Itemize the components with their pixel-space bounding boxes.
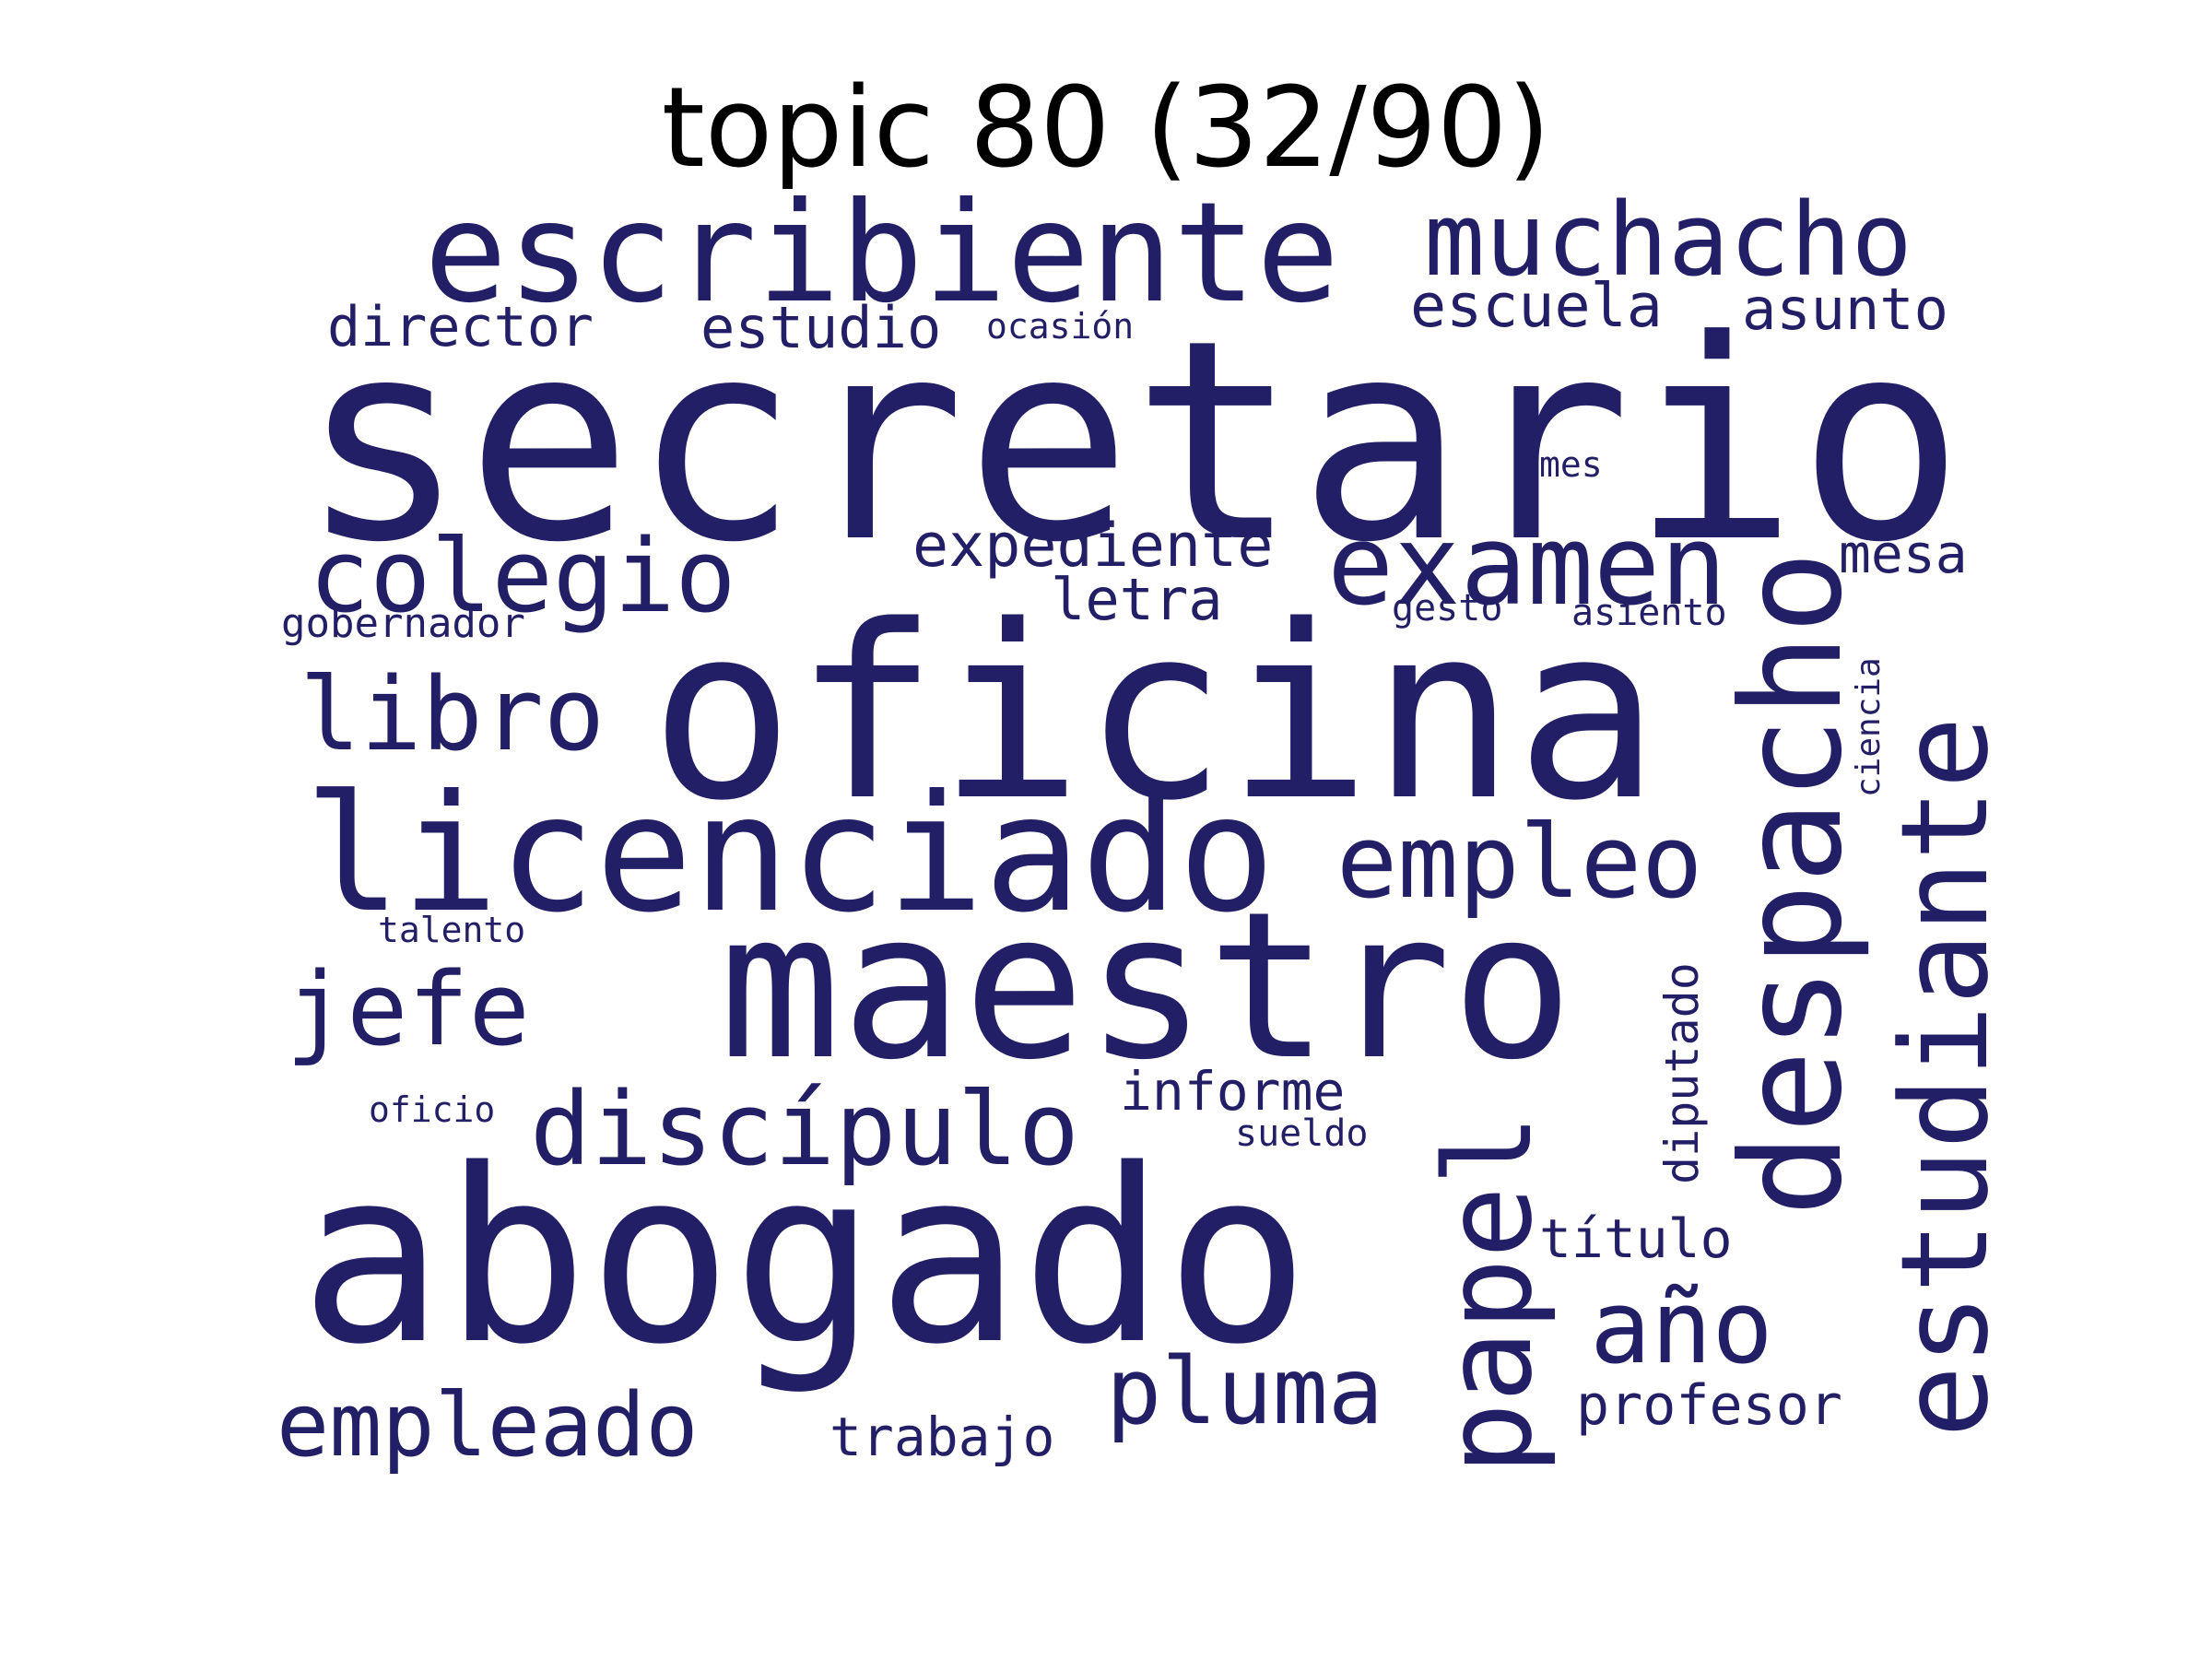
- cloud-word: escuela: [1410, 272, 1663, 341]
- cloud-word: título: [1539, 1207, 1733, 1270]
- cloud-word: gesto: [1392, 587, 1503, 629]
- cloud-word: papel: [1418, 1113, 1559, 1475]
- cloud-word: empleo: [1336, 803, 1703, 921]
- cloud-word: diputado: [1655, 962, 1709, 1184]
- cloud-word: pluma: [1106, 1337, 1384, 1445]
- cloud-word: jefe: [286, 950, 530, 1068]
- cloud-word: ciencia: [1850, 657, 1888, 797]
- cloud-word: colegio: [309, 517, 736, 635]
- cloud-word: discípulo: [530, 1070, 1080, 1188]
- cloud-word: ocasión: [986, 306, 1135, 347]
- cloud-word: secretario: [300, 281, 1965, 603]
- cloud-word: sueldo: [1235, 1112, 1369, 1155]
- cloud-word: licenciado: [304, 761, 1276, 948]
- cloud-word: letra: [1051, 566, 1223, 633]
- cloud-word: gobernador: [281, 600, 525, 647]
- cloud-word: estudiante: [1875, 716, 2015, 1438]
- cloud-word: empleado: [276, 1375, 699, 1477]
- cloud-word: expediente: [912, 512, 1274, 581]
- cloud-word: mes: [1539, 444, 1603, 485]
- cloud-word: asiento: [1571, 592, 1727, 634]
- chart-title: topic 80 (32/90): [661, 65, 1551, 193]
- cloud-word: mesa: [1839, 523, 1968, 585]
- cloud-word: asunto: [1742, 276, 1948, 343]
- cloud-word: abogado: [300, 1119, 1310, 1397]
- cloud-word: despacho: [1712, 550, 1873, 1217]
- cloud-word: director: [327, 295, 594, 359]
- cloud-word: muchacho: [1424, 181, 1912, 299]
- cloud-word: talento: [378, 910, 526, 950]
- cloud-word: oficio: [369, 1089, 496, 1130]
- cloud-word: examen: [1327, 502, 1727, 630]
- cloud-word: maestro: [719, 868, 1574, 1104]
- cloud-word: trabajo: [830, 1406, 1055, 1468]
- cloud-word: profesor: [1576, 1373, 1842, 1438]
- cloud-word: libro: [300, 655, 606, 773]
- cloud-word: oficina: [650, 575, 1660, 853]
- cloud-word: estudio: [700, 294, 942, 361]
- cloud-word: escribiente: [424, 173, 1340, 334]
- cloud-word: año: [1590, 1268, 1773, 1386]
- cloud-word: informe: [1120, 1060, 1346, 1123]
